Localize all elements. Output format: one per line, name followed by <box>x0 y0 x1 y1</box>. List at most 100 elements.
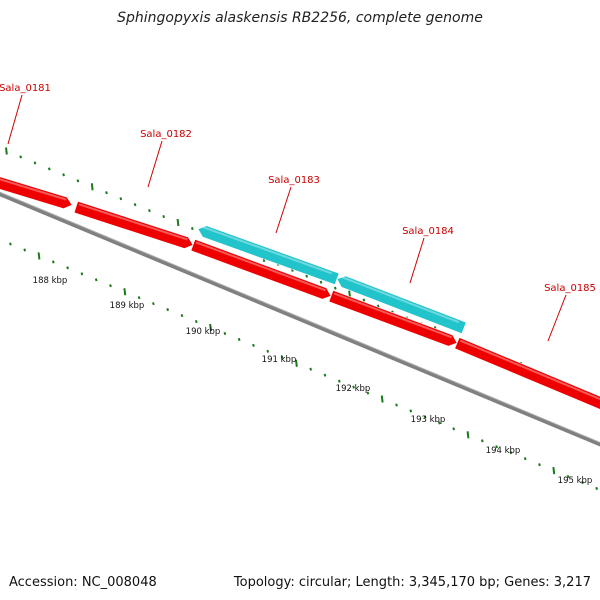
outer-minor-tick <box>33 161 37 165</box>
inner-minor-tick <box>9 242 12 246</box>
forward-gene-arrow-highlight <box>195 241 326 292</box>
outer-minor-tick <box>148 209 151 213</box>
genome-summary: Topology: circular; Length: 3,345,170 bp… <box>233 575 591 590</box>
outer-minor-tick <box>305 274 309 278</box>
forward-gene-arrow <box>73 200 194 249</box>
gene-label-layer: Sala_0181 Sala_0182 Sala_0183 Sala_0184 Sala… <box>0 83 596 342</box>
outer-minor-tick <box>190 226 194 231</box>
scale-label: 190 kbp <box>186 327 221 337</box>
inner-minor-tick <box>137 296 141 300</box>
outer-minor-tick <box>376 304 380 308</box>
inner-minor-tick <box>80 272 84 276</box>
scale-label: 192 kbp <box>336 384 371 394</box>
inner-major-tick <box>380 395 384 403</box>
outer-minor-tick <box>47 167 51 171</box>
inner-minor-tick <box>352 385 355 389</box>
backbone-line <box>0 192 600 447</box>
inner-minor-tick <box>452 427 456 431</box>
inner-minor-tick <box>423 415 427 419</box>
scale-label: 191 kbp <box>262 355 297 365</box>
forward-gene-arrow-highlight <box>78 203 188 241</box>
inner-minor-tick <box>480 439 484 443</box>
reverse-gene-arrow-highlight <box>200 225 332 275</box>
gene-label: Sala_0185 <box>544 283 596 294</box>
scale-label: 195 kbp <box>558 476 593 486</box>
inner-minor-tick <box>323 373 327 377</box>
outer-minor-tick <box>119 197 123 201</box>
gene-label-leader <box>275 186 292 234</box>
outer-minor-tick <box>62 173 65 177</box>
forward-gene-arrow-highlight <box>459 339 600 401</box>
inner-minor-tick <box>152 302 155 306</box>
inner-minor-tick <box>237 337 241 341</box>
forward-gene-arrow-highlight <box>0 178 67 201</box>
reverse-gene-arrow <box>336 275 467 334</box>
backbone-layer <box>0 191 600 447</box>
outer-minor-tick <box>362 298 366 302</box>
inner-minor-tick <box>51 260 55 264</box>
gene-label: Sala_0182 <box>140 129 192 140</box>
outer-minor-tick <box>19 155 23 159</box>
inner-minor-tick <box>94 278 98 282</box>
forward-gene-arrow <box>454 337 600 410</box>
inner-major-tick <box>123 288 127 296</box>
inner-major-tick <box>209 323 212 332</box>
inner-minor-tick <box>180 314 184 318</box>
outer-minor-tick <box>133 203 137 207</box>
forward-gene-arrow-highlight <box>333 292 453 339</box>
scale-label: 189 kbp <box>110 301 145 311</box>
inner-minor-tick <box>438 421 441 425</box>
outer-minor-tick <box>76 179 80 183</box>
inner-minor-tick <box>166 308 170 312</box>
gene-label-leader <box>547 294 567 342</box>
kbp-label-layer: 188 kbp 189 kbp 190 kbp 191 kbp 192 kbp 193 k… <box>33 276 593 486</box>
scale-label: 194 kbp <box>486 446 521 456</box>
inner-minor-tick <box>66 266 69 270</box>
inner-minor-tick <box>266 349 270 353</box>
inner-minor-tick <box>23 248 27 252</box>
gene-label-leader <box>147 140 163 188</box>
reverse-gene-arrow-highlight <box>339 275 460 324</box>
inner-minor-tick <box>223 331 227 336</box>
inner-minor-tick <box>523 457 527 461</box>
backbone-highlight <box>0 191 600 443</box>
gene-label: Sala_0181 <box>0 83 51 94</box>
inner-minor-tick <box>566 475 570 479</box>
inner-major-tick <box>37 252 41 260</box>
outer-major-tick <box>90 183 94 191</box>
inner-minor-tick <box>252 343 255 347</box>
inner-minor-tick <box>309 367 313 371</box>
outer-minor-tick <box>333 286 337 290</box>
gene-label: Sala_0184 <box>402 226 454 237</box>
inner-minor-tick <box>595 486 599 491</box>
inner-tick-track <box>9 242 599 491</box>
outer-major-tick <box>176 218 180 227</box>
genome-title: Sphingopyxis alaskensis RB2256, complete… <box>117 10 483 26</box>
scale-label: 188 kbp <box>33 276 68 286</box>
inner-minor-tick <box>509 451 513 455</box>
scale-label: 193 kbp <box>411 415 446 425</box>
inner-major-tick <box>295 359 298 367</box>
gene-label: Sala_0183 <box>268 175 320 186</box>
inner-minor-tick <box>581 480 584 485</box>
inner-minor-tick <box>395 403 398 407</box>
inner-minor-tick <box>538 463 541 467</box>
forward-gene-arrow <box>190 238 332 300</box>
inner-minor-tick <box>337 379 341 383</box>
inner-minor-tick <box>109 284 112 288</box>
inner-major-tick <box>552 466 556 475</box>
inner-minor-tick <box>409 409 413 413</box>
outer-minor-tick <box>105 191 108 195</box>
outer-minor-tick <box>162 215 166 219</box>
inner-minor-tick <box>495 445 498 449</box>
gene-label-leader <box>409 237 425 284</box>
gene-label-leader <box>7 94 23 145</box>
outer-major-tick <box>5 147 8 155</box>
gene-layer <box>0 176 600 410</box>
accession-text: Accession: NC_008048 <box>9 575 157 590</box>
inner-minor-tick <box>194 319 198 324</box>
forward-gene-arrow <box>328 289 458 347</box>
inner-minor-tick <box>280 355 284 359</box>
forward-gene-arrow <box>0 176 73 210</box>
